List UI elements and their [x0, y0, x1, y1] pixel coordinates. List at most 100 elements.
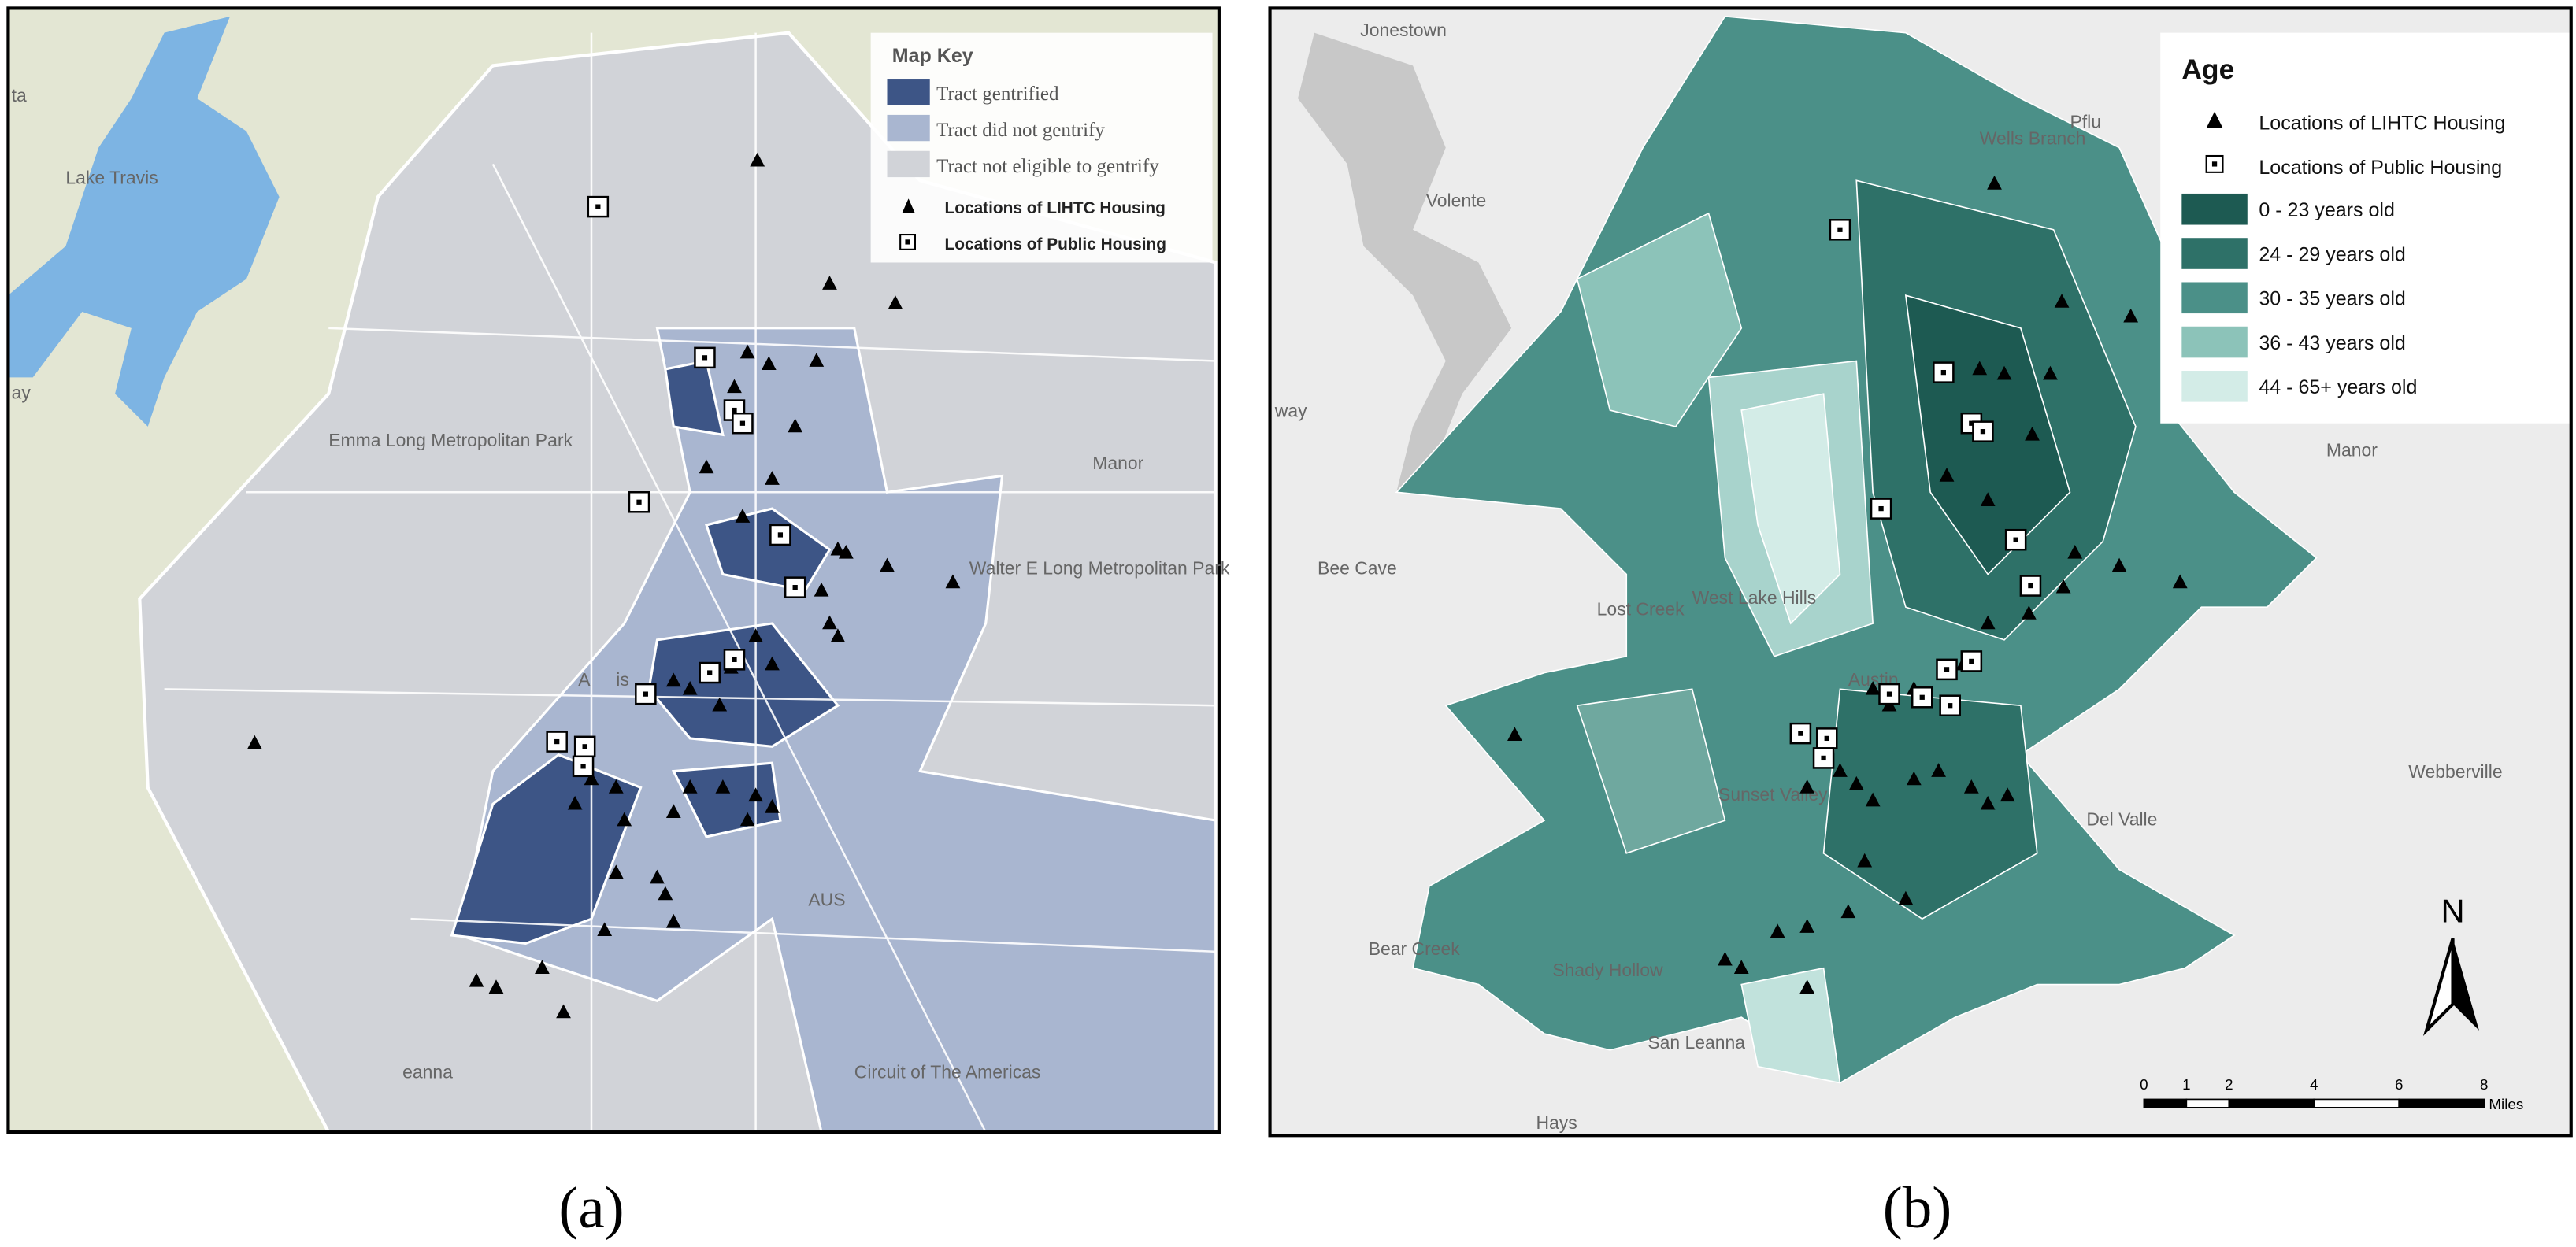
- lihtc-marker: [2111, 557, 2127, 572]
- legend-item: 24 - 29 years old: [2259, 243, 2405, 265]
- public-housing-dot: [1944, 667, 1950, 672]
- legend-item: Tract not eligible to gentrify: [936, 156, 1159, 177]
- place-label: ta: [12, 85, 27, 105]
- place-label: Wells Branch: [1980, 128, 2086, 148]
- lihtc-marker: [2054, 294, 2070, 308]
- lihtc-marker: [1833, 763, 1848, 777]
- place-label: ay: [12, 382, 32, 402]
- public-housing-dot: [2028, 583, 2033, 589]
- lihtc-marker: [1799, 919, 1815, 933]
- legend-item: Locations of LIHTC Housing: [945, 199, 1166, 217]
- lihtc-marker: [2000, 787, 2015, 802]
- lihtc-marker: [735, 509, 751, 523]
- scale-segment: [2185, 1098, 2230, 1108]
- lihtc-marker: [1898, 890, 1914, 905]
- public-housing-marker: [1972, 420, 1994, 442]
- lihtc-marker: [608, 864, 624, 879]
- place-label: Jonestown: [1360, 20, 1447, 40]
- lihtc-marker: [469, 972, 484, 987]
- lihtc-marker: [715, 779, 731, 794]
- lihtc-marker: [788, 418, 803, 433]
- caption: (a): [558, 1175, 624, 1241]
- lihtc-marker: [822, 615, 837, 630]
- lihtc-marker: [1507, 727, 1522, 742]
- legend-a: Map Key Tract gentrified Tract did not g…: [887, 45, 1166, 253]
- lihtc-marker: [748, 628, 763, 642]
- place-label: Pflu: [2070, 112, 2101, 132]
- lihtc-marker: [2021, 605, 2037, 620]
- public-housing-dot: [1798, 731, 1803, 736]
- legend-title: Age: [2181, 54, 2234, 85]
- lihtc-marker: [556, 1004, 571, 1019]
- place-label: Manor: [1092, 453, 1143, 473]
- caption: (b): [1883, 1175, 1952, 1241]
- legend-item: 30 - 35 years old: [2259, 288, 2405, 310]
- scale-label: 0: [2140, 1076, 2148, 1093]
- lihtc-marker: [1931, 763, 1946, 777]
- housing-markers-b: [1507, 176, 2188, 994]
- place-label: way: [1274, 400, 1307, 420]
- lihtc-marker: [1996, 365, 2012, 380]
- lihtc-marker: [2067, 544, 2083, 559]
- place-label: San Leanna: [1648, 1032, 1745, 1053]
- scale-label: 2: [2225, 1076, 2233, 1093]
- scale-label: 6: [2395, 1076, 2403, 1093]
- north-label: N: [2441, 892, 2464, 929]
- lihtc-marker: [1733, 960, 1749, 974]
- legend-item: Tract gentrified: [936, 83, 1059, 105]
- place-label: Circuit of The Americas: [854, 1061, 1041, 1082]
- legend-item: 36 - 43 years old: [2259, 332, 2405, 354]
- public-housing-marker: [784, 576, 806, 598]
- public-housing-dot: [1837, 227, 1843, 232]
- lihtc-marker: [2043, 365, 2058, 380]
- lihtc-marker: [1972, 361, 1988, 376]
- lihtc-marker: [650, 869, 665, 884]
- lihtc-marker: [682, 779, 698, 794]
- place-labels-a: Lake Travis ay ta Emma Long Metropolitan…: [12, 85, 1230, 1082]
- lihtc-marker: [765, 799, 780, 813]
- lihtc-marker: [1848, 775, 1864, 790]
- lihtc-marker: [1865, 792, 1881, 807]
- lihtc-marker: [1865, 680, 1881, 695]
- lihtc-marker: [748, 787, 763, 802]
- lihtc-marker: [1980, 795, 1996, 810]
- north-arrow: N: [2422, 892, 2479, 1037]
- place-label: Emma Long Metropolitan Park: [328, 430, 573, 450]
- lihtc-marker: [665, 672, 681, 687]
- public-housing-marker: [694, 346, 716, 369]
- legend-item: Locations of Public Housing: [2259, 157, 2502, 179]
- place-label: AUS: [808, 889, 845, 909]
- public-housing-dot: [1940, 369, 1946, 376]
- public-housing-dot: [643, 691, 648, 697]
- public-housing-dot: [580, 764, 586, 769]
- lihtc-marker: [488, 979, 504, 994]
- lihtc-marker: [838, 544, 854, 559]
- public-housing-dot: [707, 670, 713, 675]
- lihtc-marker: [1799, 779, 1815, 794]
- lihtc-marker: [682, 680, 698, 695]
- public-housing-dot: [792, 585, 798, 590]
- lihtc-marker: [1939, 468, 1955, 482]
- lihtc-marker: [2055, 579, 2071, 594]
- lihtc-marker: [765, 471, 780, 485]
- scale-segment: [2313, 1098, 2400, 1108]
- scale-label: 1: [2182, 1076, 2190, 1093]
- map-b: [1269, 8, 2571, 1136]
- legend-item: 44 - 65+ years old: [2259, 376, 2417, 398]
- public-housing-marker: [1911, 686, 1933, 709]
- place-label: West Lake Hills: [1692, 587, 1817, 608]
- lihtc-marker: [727, 379, 742, 394]
- legend-item: 0 - 23 years old: [2259, 199, 2395, 221]
- legend-b: Age Locations of LIHTC Housing Locations…: [2181, 54, 2505, 402]
- place-label: Sunset Valley: [1718, 784, 1828, 805]
- scale-segment: [2228, 1098, 2315, 1108]
- place-label: is: [616, 669, 629, 690]
- public-housing-dot: [739, 420, 746, 426]
- lihtc-marker: [880, 557, 895, 572]
- lihtc-marker: [888, 295, 903, 309]
- lihtc-marker: [1770, 923, 1785, 938]
- lihtc-marker: [597, 922, 613, 937]
- public-housing-dot: [1919, 694, 1925, 700]
